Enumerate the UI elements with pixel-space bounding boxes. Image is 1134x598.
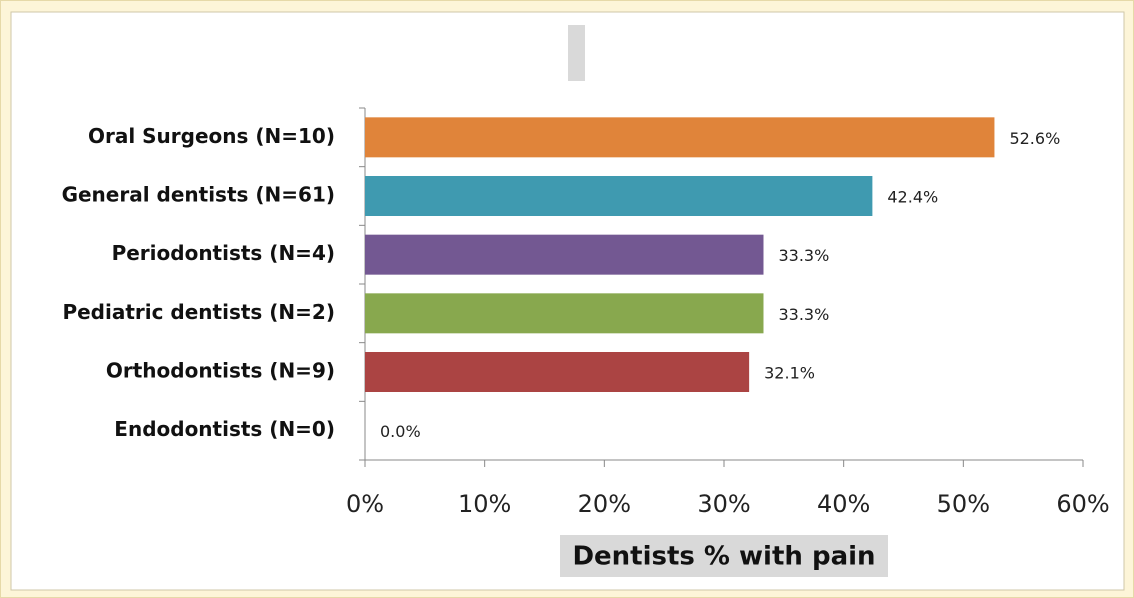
y-tick-label: Orthodontists (N=9) <box>106 359 335 383</box>
x-tick-label: 10% <box>458 490 511 518</box>
bar <box>365 234 764 275</box>
y-tick-label: Endodontists (N=0) <box>114 417 335 441</box>
title-placeholder <box>568 25 585 81</box>
y-tick-label: General dentists (N=61) <box>62 183 335 207</box>
x-tick-label: 50% <box>937 490 990 518</box>
axis-title-box <box>560 535 888 577</box>
value-label: 33.3% <box>778 246 829 265</box>
x-tick-label: 20% <box>578 490 631 518</box>
value-label: 33.3% <box>778 305 829 324</box>
x-tick-label: 0% <box>346 490 384 518</box>
bar <box>365 352 750 392</box>
bar <box>365 176 873 216</box>
bar <box>365 293 764 334</box>
x-tick-label: 60% <box>1056 490 1109 518</box>
value-label: 52.6% <box>1009 129 1060 148</box>
x-tick-label: 40% <box>817 490 870 518</box>
value-label: 0.0% <box>380 422 421 441</box>
y-tick-label: Oral Surgeons (N=10) <box>88 124 335 148</box>
bar <box>365 117 995 158</box>
value-label: 32.1% <box>764 364 815 383</box>
x-axis-title: Dentists % with pain <box>572 542 875 572</box>
y-tick-label: Pediatric dentists (N=2) <box>62 300 335 324</box>
y-tick-label: Periodontists (N=4) <box>112 241 335 265</box>
x-tick-label: 30% <box>697 490 750 518</box>
value-label: 42.4% <box>887 188 938 207</box>
